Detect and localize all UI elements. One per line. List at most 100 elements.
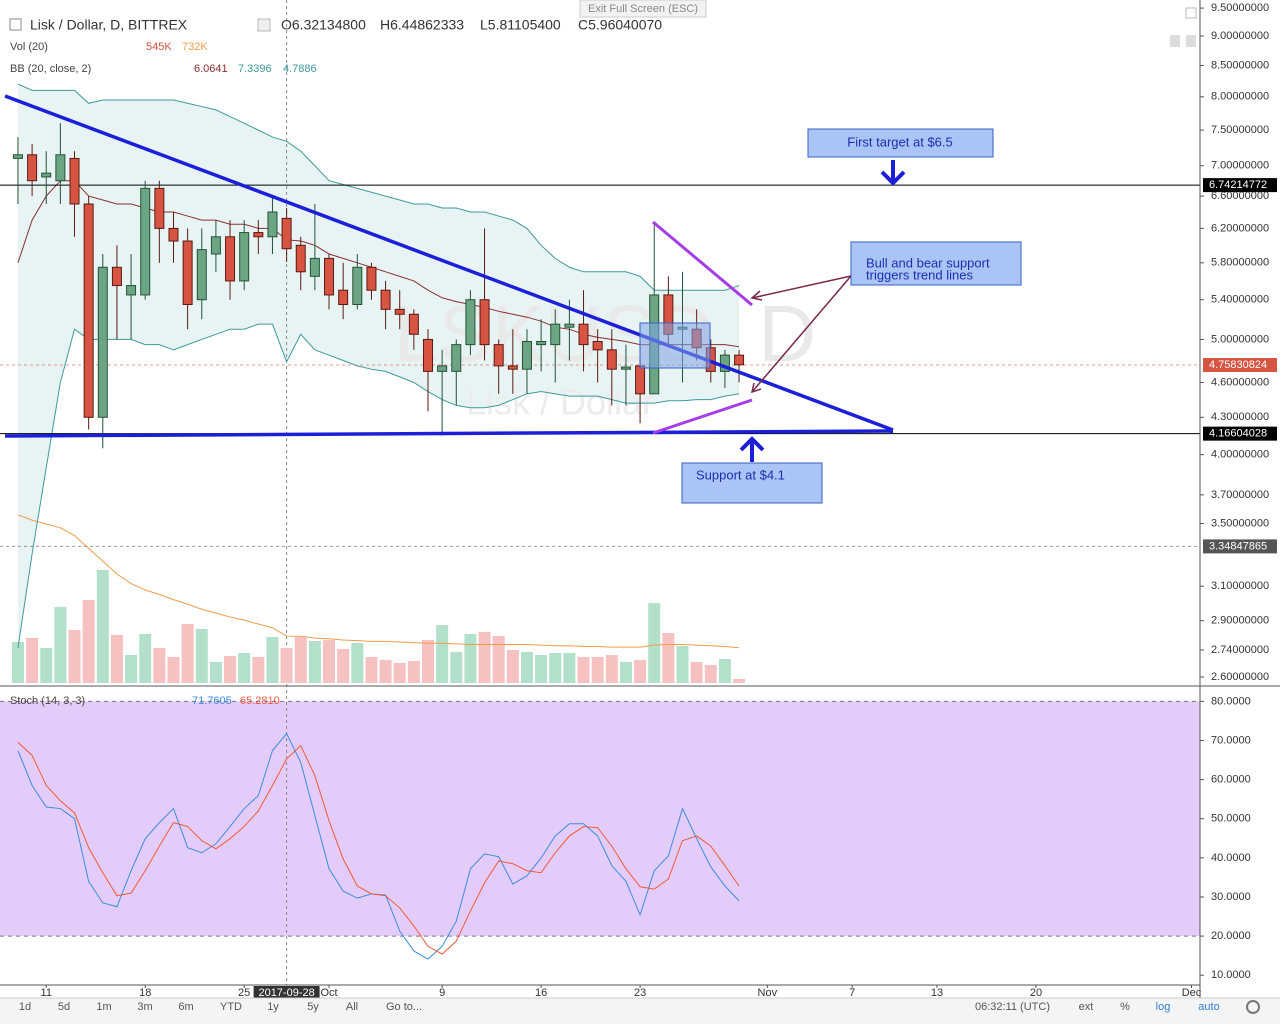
candle-body	[168, 227, 179, 242]
range-button[interactable]: 1m	[96, 1001, 111, 1013]
x-tick-label: 20	[1030, 987, 1042, 999]
annotation: Bull and bear support	[866, 255, 990, 270]
candle-body	[606, 349, 617, 370]
price-label: 6.74214772	[1209, 179, 1267, 191]
ohlc-open: O6.32134800	[281, 17, 366, 33]
resistance-trigger	[652, 220, 753, 307]
range-button[interactable]: All	[346, 1001, 358, 1013]
volume-ma-value: 732K	[182, 41, 208, 53]
annotation-box	[681, 462, 823, 504]
candle-body	[451, 344, 462, 372]
candle-body	[253, 232, 264, 238]
candle-body	[635, 365, 646, 395]
candle-body	[295, 244, 306, 273]
volume-bar	[96, 569, 109, 683]
range-button[interactable]: 5d	[58, 1001, 70, 1013]
bollinger-middle	[17, 180, 740, 348]
y-tick-label: 5.00000000	[1211, 333, 1269, 345]
support-trigger	[652, 398, 753, 435]
volume-bar	[351, 642, 364, 683]
icon[interactable]	[1170, 35, 1180, 47]
volume-bar	[478, 631, 491, 683]
ohlc-low: L5.81105400	[480, 17, 561, 33]
x-tick-label: 7	[849, 987, 855, 999]
candle-body	[83, 203, 94, 418]
price-label: 4.16604028	[1209, 428, 1267, 440]
settings-button[interactable]	[257, 18, 271, 32]
candle-body	[41, 172, 52, 178]
range-button[interactable]: 3m	[137, 1001, 152, 1013]
volume-bar	[294, 636, 307, 683]
candle-body	[578, 323, 589, 346]
candle-body	[27, 154, 38, 182]
symbol: Lisk / Dollar, D, BITTREX	[30, 17, 188, 33]
stoch-line	[17, 742, 740, 955]
candle-body	[111, 266, 122, 287]
bb-legend: BB (20, close, 2)	[10, 63, 91, 75]
volume-bar	[82, 599, 95, 683]
option-button[interactable]: ext	[1079, 1001, 1094, 1013]
candle-body	[366, 266, 377, 291]
x-tick-label: 9	[439, 987, 445, 999]
volume-bar	[280, 648, 293, 683]
x-tick-label: 23	[634, 987, 646, 999]
range-button[interactable]: 1d	[19, 1001, 31, 1013]
volume-bar	[619, 661, 632, 683]
range-button[interactable]: 6m	[178, 1001, 193, 1013]
candle-body	[536, 341, 547, 346]
y-tick-label: 30.0000	[1211, 891, 1251, 903]
candle-body	[97, 266, 108, 418]
y-tick-label: 6.60000000	[1211, 190, 1269, 202]
candle-body	[507, 365, 518, 370]
x-tick-label: 11	[41, 987, 52, 999]
y-tick-label: 4.60000000	[1211, 376, 1269, 388]
goto-button[interactable]: Go to...	[386, 1001, 422, 1013]
exit-fullscreen[interactable]	[579, 0, 707, 18]
y-tick-label: 9.00000000	[1211, 30, 1269, 42]
settings-gear[interactable]	[1246, 1000, 1260, 1014]
volume-bar	[308, 641, 321, 683]
y-tick-label: 80.0000	[1211, 695, 1251, 707]
option-button[interactable]: log	[1156, 1001, 1171, 1013]
candle-body	[69, 157, 80, 205]
x-tick-label: Oct	[320, 987, 337, 999]
candle-body	[352, 266, 363, 306]
annotation-box	[850, 241, 1022, 286]
candle-body	[239, 232, 250, 282]
volume-bar	[733, 679, 746, 683]
bb-lower-value: 4.7886	[283, 63, 317, 75]
candle-body	[394, 308, 405, 315]
volume-bar	[648, 602, 661, 683]
y-tick-label: 20.0000	[1211, 930, 1251, 942]
x-tick-label: 13	[931, 987, 943, 999]
option-button[interactable]: %	[1120, 1001, 1130, 1013]
candle-body	[225, 236, 236, 282]
icon[interactable]	[1185, 7, 1197, 19]
y-tick-label: 5.80000000	[1211, 257, 1269, 269]
volume-bar	[690, 661, 703, 683]
y-tick-label: 2.90000000	[1211, 615, 1269, 627]
option-button[interactable]: auto	[1198, 1001, 1219, 1013]
y-tick-label: 2.60000000	[1211, 671, 1269, 683]
down-arrow	[880, 160, 906, 186]
y-tick-label: 10.0000	[1211, 969, 1251, 981]
price-label: 4.75830824	[1209, 359, 1267, 371]
range-button[interactable]: 5y	[307, 1001, 319, 1013]
collapse-button[interactable]	[9, 18, 22, 31]
volume-bar	[238, 652, 251, 683]
candle-body	[12, 154, 23, 159]
price-label-bg	[1203, 358, 1277, 373]
range-button[interactable]: 1y	[267, 1001, 279, 1013]
callout-arrow	[750, 382, 762, 394]
volume-legend: Vol (20)	[10, 41, 48, 53]
price-label-bg	[1203, 426, 1277, 441]
candle-body	[465, 299, 476, 346]
ohlc-close: C5.96040070	[578, 17, 662, 33]
icon[interactable]	[1186, 35, 1196, 47]
range-button[interactable]: YTD	[220, 1001, 242, 1013]
y-tick-label: 7.50000000	[1211, 124, 1269, 136]
volume-bar	[506, 649, 519, 683]
candle-body	[734, 354, 745, 366]
volume-bar	[549, 652, 562, 683]
